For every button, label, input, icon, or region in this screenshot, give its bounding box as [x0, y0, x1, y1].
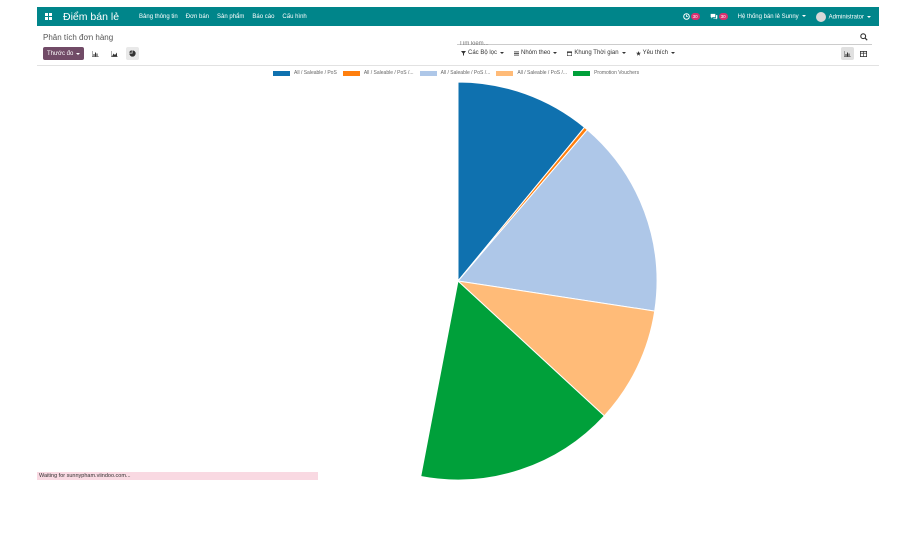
caret-down-icon	[801, 14, 806, 17]
menu-item-orders[interactable]: Đơn bán	[185, 13, 210, 20]
legend-item[interactable]: All / Saleable / PoS /...	[496, 70, 567, 76]
avatar	[815, 11, 826, 22]
caret-down-icon	[76, 52, 81, 55]
measures-button[interactable]: Thước đo	[43, 47, 85, 60]
pie-slice[interactable]	[457, 129, 658, 312]
pie-slice[interactable]	[420, 280, 605, 481]
area-chart-icon	[111, 50, 118, 57]
star-icon	[635, 50, 641, 56]
user-name: Administrator	[828, 14, 864, 21]
bar-chart-icon	[92, 50, 99, 57]
legend-swatch	[342, 70, 360, 76]
legend-label: All / Saleable / PoS /...	[517, 70, 568, 76]
timeframe-label: Khung Thời gian	[574, 50, 619, 56]
legend-item[interactable]: All / Saleable / PoS	[273, 70, 337, 76]
navbar-right: 30 30 Hệ thống bán lẻ Sunny Administrato…	[682, 11, 879, 22]
bar-chart-button[interactable]	[89, 47, 102, 60]
filters-label: Các Bộ lọc	[468, 50, 498, 56]
pie-chart-icon	[129, 50, 136, 57]
caret-down-icon	[670, 52, 675, 54]
menu-item-reports[interactable]: Báo cáo	[252, 13, 275, 20]
bar-chart-icon	[844, 50, 851, 57]
search-input[interactable]	[457, 38, 841, 50]
menu-item-dashboard[interactable]: Bảng thông tin	[139, 13, 178, 20]
company-name: Hệ thống bán lẻ Sunny	[737, 13, 799, 20]
groupby-dropdown[interactable]: Nhóm theo	[514, 50, 558, 56]
legend-swatch	[573, 70, 591, 76]
calendar-icon	[567, 50, 573, 56]
table-icon	[860, 50, 867, 57]
user-menu[interactable]: Administrator	[815, 11, 871, 22]
legend-label: All / Saleable / PoS /...	[363, 70, 414, 76]
search-bar	[457, 32, 872, 50]
search-options: Các Bộ lọc Nhóm theo Khung Thời gian Yêu…	[461, 50, 675, 56]
main-menu: Bảng thông tin Đơn bán Sản phẩm Báo cáo …	[139, 14, 307, 20]
pie-slice[interactable]	[457, 81, 586, 283]
messages-button[interactable]: 30	[710, 13, 728, 20]
legend-label: Promotion Vouchers	[594, 70, 640, 76]
search-icon[interactable]	[860, 33, 868, 41]
chat-icon	[710, 13, 717, 20]
legend-swatch	[419, 70, 437, 76]
activity-badge: 30	[690, 13, 700, 20]
pie-slice[interactable]	[456, 280, 656, 417]
caret-down-icon	[867, 15, 871, 18]
list-icon	[514, 51, 520, 55]
legend-label: All / Saleable / PoS	[294, 70, 337, 76]
filter-icon	[461, 50, 466, 56]
groupby-label: Nhóm theo	[521, 50, 551, 56]
caret-down-icon	[553, 52, 558, 54]
breadcrumb: Phân tích đơn hàng	[43, 33, 114, 42]
legend-label: All / Saleable / PoS /...	[440, 70, 491, 76]
pie-chart-button[interactable]	[126, 47, 139, 60]
menu-item-configuration[interactable]: Cấu hình	[282, 13, 307, 20]
favorites-dropdown[interactable]: Yêu thích	[635, 50, 675, 56]
measures-label: Thước đo	[47, 50, 74, 57]
legend-item[interactable]: All / Saleable / PoS /...	[419, 70, 491, 76]
app-title[interactable]: Điểm bán lẻ	[63, 10, 120, 23]
caret-down-icon	[621, 52, 626, 54]
line-chart-button[interactable]	[108, 47, 121, 60]
chart-legend: All / Saleable / PoS All / Saleable / PoS…	[273, 70, 639, 76]
favorites-label: Yêu thích	[642, 50, 668, 56]
activity-button[interactable]: 30	[682, 13, 700, 20]
legend-swatch	[496, 70, 514, 76]
legend-item[interactable]: Promotion Vouchers	[573, 70, 639, 76]
clock-icon	[682, 13, 690, 20]
browser-status-bar: Waiting for sunnypham.viindoo.com...	[37, 472, 318, 480]
graph-view-button[interactable]	[841, 47, 854, 60]
legend-item[interactable]: All / Saleable / PoS /...	[342, 70, 414, 76]
messages-badge: 30	[718, 13, 728, 20]
caret-down-icon	[500, 52, 505, 54]
legend-swatch	[273, 70, 290, 76]
filters-dropdown[interactable]: Các Bộ lọc	[461, 50, 505, 56]
menu-item-products[interactable]: Sản phẩm	[217, 13, 245, 20]
timeframe-dropdown[interactable]: Khung Thời gian	[567, 50, 626, 56]
pivot-view-button[interactable]	[857, 47, 870, 60]
control-panel: Phân tích đơn hàng Thước đo Các Bộ lọc N…	[37, 27, 879, 66]
apps-grid-icon[interactable]	[41, 7, 55, 26]
navbar: Điểm bán lẻ Bảng thông tin Đơn bán Sản p…	[37, 7, 879, 26]
company-switcher[interactable]: Hệ thống bán lẻ Sunny	[738, 14, 806, 20]
